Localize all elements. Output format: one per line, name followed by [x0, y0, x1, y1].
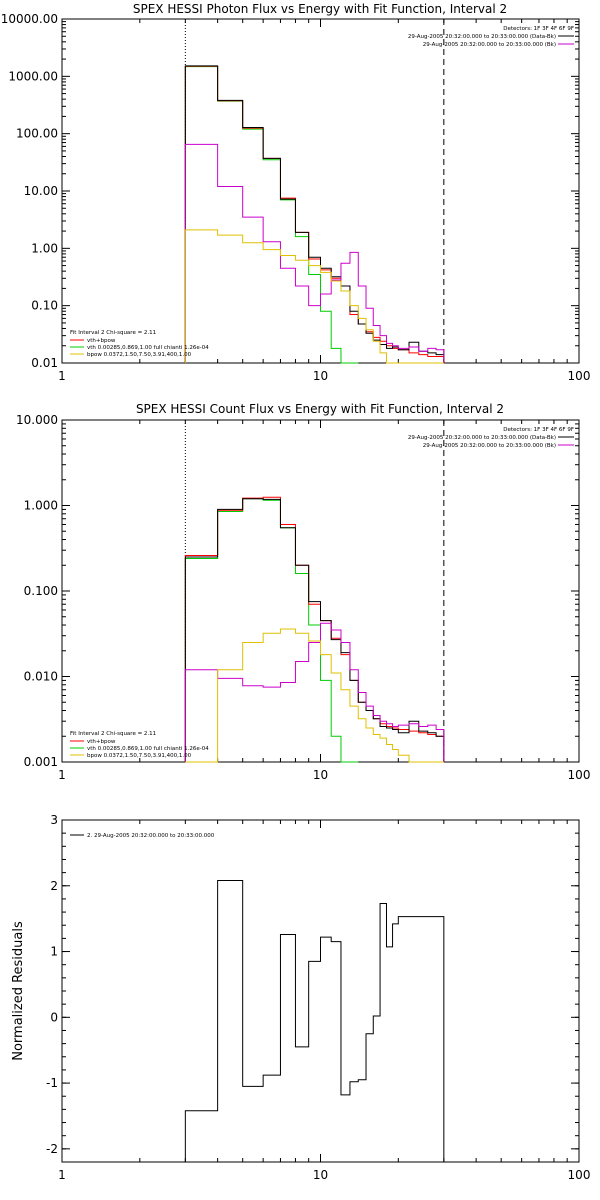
y-tick-label: 3 [50, 813, 58, 827]
count-flux-legend-right: Detectors: 1F 3F 4F 6F 9F 29-Aug-2005 20… [408, 427, 574, 449]
series-data-histogram [184, 498, 445, 762]
legend-vth: vth 0.00285,0.869,1.00 full chianti 1.26… [87, 746, 209, 752]
y-tick-label: 0 [50, 1010, 58, 1024]
y-tick-label: 1.000 [24, 499, 58, 513]
series-bpow-histogram [184, 229, 444, 364]
y-tick-label: -2 [46, 1142, 58, 1156]
series-total-histogram [184, 65, 445, 363]
legend-total: vth+bpow [87, 739, 116, 745]
legend-bk: 29-Aug-2005 20:32:00.000 to 20:33:00.000… [423, 42, 556, 48]
residuals-y-axis-label: Normalized Residuals [11, 921, 26, 1061]
photon-flux-legend-right: Detectors: 1F 3F 4F 6F 9F 29-Aug-2005 20… [408, 26, 574, 48]
residuals-legend: 2. 29-Aug-2005 20:32:00.000 to 20:33:00.… [70, 833, 215, 839]
series-vth-histogram [184, 66, 359, 364]
legend-data-minus-bk: 29-Aug-2005 20:32:00.000 to 20:33:00.000… [408, 34, 556, 40]
legend-fit-interval: Fit Interval 2 Chi-square = 2.11 [70, 330, 156, 336]
count-flux-title: SPEX HESSI Count Flux vs Energy with Fit… [136, 402, 504, 416]
y-tick-label: 0.001 [24, 755, 58, 769]
x-tick-label: 1 [58, 369, 66, 383]
residuals-panel: Normalized Residuals 1 10 100 -2 -1 0 1 2 3 2. 2… [11, 813, 590, 1182]
x-tick-label: 100 [568, 369, 591, 383]
x-tick-label: 1 [58, 768, 66, 782]
y-tick-label: 0.01 [31, 356, 58, 370]
y-tick-label: 10.00 [24, 184, 58, 198]
legend-total: vth+bpow [87, 338, 116, 344]
legend-vth: vth 0.00285,0.869,1.00 full chianti 1.26… [87, 345, 209, 351]
count-flux-legend-left: Fit Interval 2 Chi-square = 2.11 vth+bpo… [70, 731, 209, 759]
legend-bpow: bpow 0.0372,1.50,7.50,3.91,400,1.00 [87, 352, 192, 358]
photon-flux-title: SPEX HESSI Photon Flux vs Energy with Fi… [133, 2, 507, 16]
series-data-histogram [184, 880, 445, 1162]
x-tick-label: 10 [313, 369, 328, 383]
y-tick-label: 100.00 [16, 127, 58, 141]
series-total-histogram [184, 496, 445, 762]
y-tick-label: 1 [50, 945, 58, 959]
legend-bpow: bpow 0.0372,1.50,7.50,3.91,400,1.00 [87, 753, 192, 759]
y-tick-label: 1000.00 [8, 69, 58, 83]
legend-detectors: Detectors: 1F 3F 4F 6F 9F [503, 427, 574, 433]
x-tick-label: 100 [568, 1168, 591, 1182]
y-tick-label: 10.000 [16, 413, 58, 427]
y-tick-label: 0.10 [31, 299, 58, 313]
series-bkg-histogram [184, 622, 445, 762]
y-tick-label: 0.010 [24, 670, 58, 684]
x-tick-label: 10 [313, 1168, 328, 1182]
legend-residual: 2. 29-Aug-2005 20:32:00.000 to 20:33:00.… [87, 833, 215, 839]
series-data-histogram [184, 65, 445, 363]
series-bkg-histogram [184, 143, 445, 363]
count-flux-panel: SPEX HESSI Count Flux vs Energy with Fit… [16, 402, 590, 782]
y-tick-label: -1 [46, 1076, 58, 1090]
legend-data-minus-bk: 29-Aug-2005 20:32:00.000 to 20:33:00.000… [408, 435, 556, 441]
legend-bk: 29-Aug-2005 20:32:00.000 to 20:33:00.000… [423, 443, 556, 449]
y-tick-label: 10000.00 [1, 12, 58, 26]
x-tick-label: 1 [58, 1168, 66, 1182]
x-tick-label: 100 [568, 768, 591, 782]
residuals-plot-frame [61, 819, 580, 1163]
count-flux-plot-frame [61, 419, 580, 763]
legend-fit-interval: Fit Interval 2 Chi-square = 2.11 [70, 731, 156, 737]
photon-flux-panel: SPEX HESSI Photon Flux vs Energy with Fi… [1, 2, 591, 383]
y-tick-label: 1.00 [31, 241, 58, 255]
photon-flux-legend-left: Fit Interval 2 Chi-square = 2.11 vth+bpo… [70, 330, 209, 358]
series-bpow-histogram [185, 628, 444, 763]
x-tick-label: 10 [313, 768, 328, 782]
y-tick-label: 2 [50, 879, 58, 893]
y-tick-label: 0.100 [24, 584, 58, 598]
legend-detectors: Detectors: 1F 3F 4F 6F 9F [503, 26, 574, 32]
